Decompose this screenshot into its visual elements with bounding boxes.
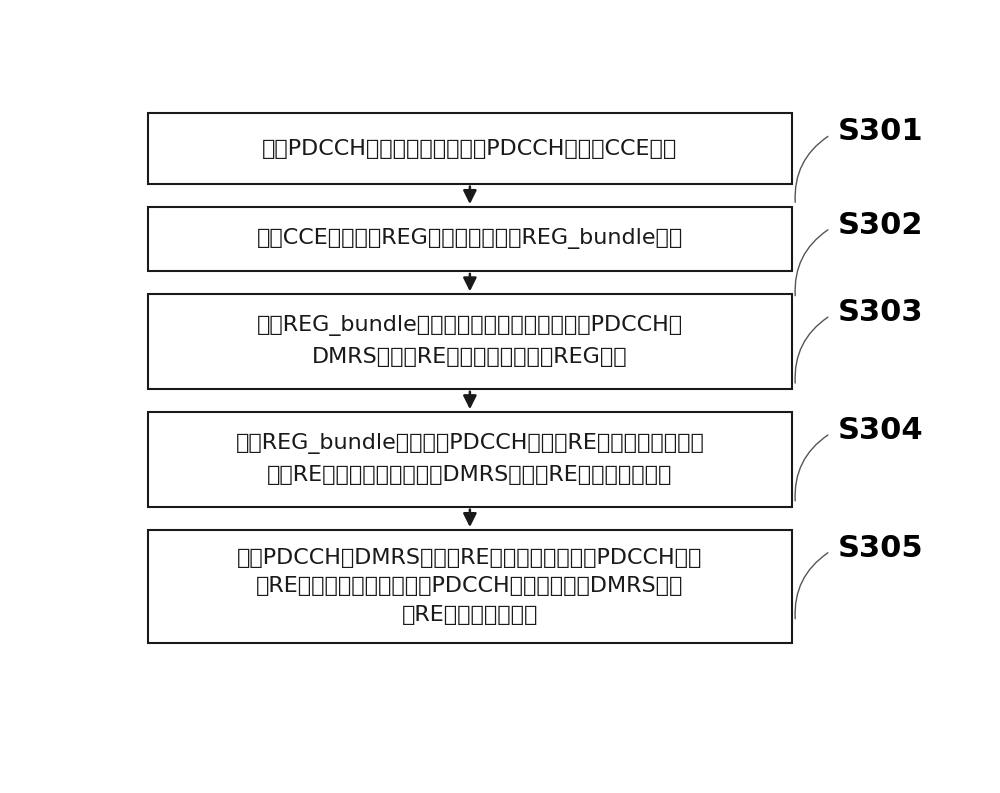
Text: S302: S302: [838, 211, 924, 239]
Text: 基于REG_bundle索引以及相应配置参数，计算PDCCH的: 基于REG_bundle索引以及相应配置参数，计算PDCCH的: [257, 316, 683, 336]
Text: 所述RE资源的绝对索引包含DMRS占用的RE资源的绝对索引: 所述RE资源的绝对索引包含DMRS占用的RE资源的绝对索引: [267, 465, 673, 485]
Text: S303: S303: [838, 298, 924, 327]
Bar: [148, 113, 792, 184]
Text: S304: S304: [838, 416, 924, 445]
Text: 的RE资源的绝对索引，计算PDCCH占用的不包含DMRS占用: 的RE资源的绝对索引，计算PDCCH占用的不包含DMRS占用: [256, 577, 684, 596]
Bar: [148, 530, 792, 643]
Text: S301: S301: [838, 117, 924, 146]
Text: S305: S305: [838, 534, 924, 563]
Text: 根据REG_bundle索引计算PDCCH占用的RE资源的绝对索引，: 根据REG_bundle索引计算PDCCH占用的RE资源的绝对索引，: [235, 433, 704, 454]
Bar: [148, 207, 792, 271]
Text: 依据CCE索引以及REG是否交织，计算REG_bundle索引: 依据CCE索引以及REG是否交织，计算REG_bundle索引: [257, 228, 683, 250]
Text: 根据PDCCH的相关配置信息计算PDCCH占用的CCE索引: 根据PDCCH的相关配置信息计算PDCCH占用的CCE索引: [262, 139, 678, 159]
Text: 的RE资源的绝对索引: 的RE资源的绝对索引: [402, 604, 538, 625]
Bar: [148, 294, 792, 389]
Bar: [148, 412, 792, 507]
Text: 依据PDCCH的DMRS占用的RE资源的绝对索引和PDCCH占用: 依据PDCCH的DMRS占用的RE资源的绝对索引和PDCCH占用: [237, 548, 703, 568]
Text: DMRS占用的RE资源的绝对索引和REG索引: DMRS占用的RE资源的绝对索引和REG索引: [312, 347, 628, 367]
